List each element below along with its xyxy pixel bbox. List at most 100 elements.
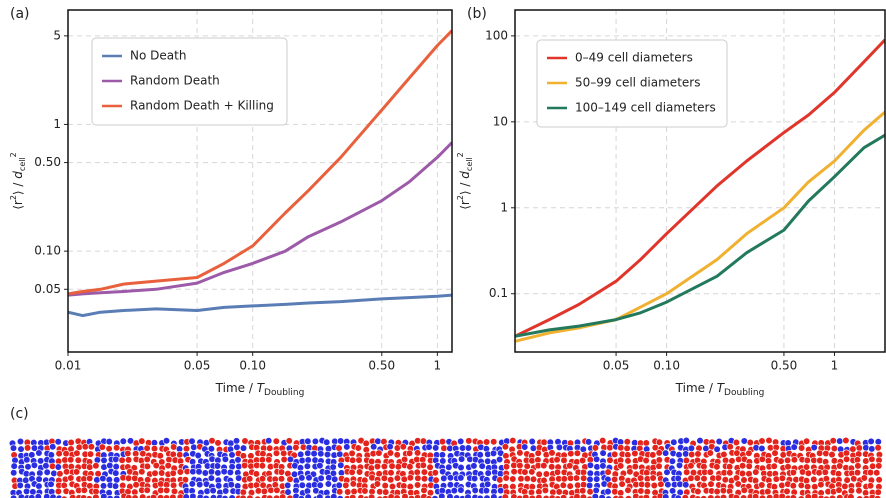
cell (235, 462, 243, 471)
cell (687, 462, 695, 470)
cell (446, 493, 454, 498)
cell (349, 456, 357, 464)
cell (209, 487, 217, 495)
series-line (68, 29, 452, 296)
cell (740, 486, 748, 494)
cell (55, 450, 63, 458)
cell (280, 455, 288, 464)
cell (189, 468, 197, 476)
cell (502, 474, 510, 482)
legend-label: 50–99 cell diameters (575, 76, 700, 90)
cell (624, 495, 633, 498)
x-tick-label: 0.05 (184, 359, 211, 373)
cell (370, 443, 378, 451)
y-label-part: 2 (456, 152, 465, 157)
cell (106, 495, 114, 498)
cell (24, 463, 32, 471)
cell (783, 487, 791, 496)
cell (29, 488, 37, 496)
cell (419, 437, 428, 445)
cell (195, 468, 203, 476)
cell (143, 462, 151, 471)
cell (721, 476, 729, 484)
cell (221, 495, 229, 498)
cell (484, 480, 492, 488)
cell (534, 449, 542, 457)
cell (465, 437, 473, 445)
cell (623, 438, 631, 446)
cell (643, 488, 651, 496)
cell (188, 437, 196, 445)
cell (62, 468, 71, 476)
cell (387, 493, 395, 498)
cell (579, 445, 587, 453)
cell (207, 474, 215, 482)
cell (567, 450, 575, 458)
cell (668, 487, 677, 495)
cell (214, 469, 222, 477)
y-label-part: ⟩ / (11, 179, 25, 195)
cell (732, 438, 741, 447)
cell (855, 450, 863, 458)
cell (655, 456, 663, 464)
cell (585, 481, 594, 490)
cell (642, 439, 650, 447)
cell (510, 468, 518, 476)
cell (304, 456, 312, 464)
cell (528, 468, 536, 476)
cell (853, 469, 862, 477)
cell (862, 495, 870, 498)
cell (811, 492, 819, 498)
cell (125, 494, 133, 498)
cell (803, 483, 812, 491)
x-label-part: T (717, 381, 726, 395)
cell (317, 450, 325, 458)
cell (661, 449, 670, 457)
cell (381, 482, 389, 490)
cell (802, 437, 811, 445)
cell (624, 451, 632, 459)
cell (606, 456, 614, 464)
cell (406, 483, 414, 491)
cell (828, 451, 836, 459)
cell (438, 451, 447, 459)
cell (802, 477, 811, 485)
cell (304, 493, 312, 498)
cell (310, 450, 318, 458)
cell (540, 462, 548, 470)
cell (336, 450, 344, 458)
y-label-part: ⟨r (458, 200, 472, 210)
cell (510, 493, 518, 498)
cell (407, 495, 416, 498)
cell (821, 468, 829, 476)
cell (279, 493, 287, 498)
cell (713, 445, 721, 453)
cell (252, 470, 260, 478)
cell (144, 476, 152, 484)
cell (331, 475, 339, 483)
cell (426, 463, 434, 471)
cell (842, 449, 851, 457)
cell (516, 494, 524, 498)
cell (239, 444, 248, 452)
cell (349, 494, 357, 498)
cell (554, 495, 562, 498)
cell (189, 492, 197, 498)
cell (303, 462, 312, 470)
cell (54, 463, 62, 471)
cell (655, 462, 663, 470)
cell (695, 444, 703, 452)
cell (170, 481, 178, 490)
cell (682, 450, 690, 458)
cell (706, 468, 714, 476)
cell (132, 481, 140, 489)
cell (85, 495, 93, 498)
cell (637, 487, 645, 495)
cell (578, 456, 587, 465)
cell (715, 437, 723, 446)
cell (381, 495, 389, 498)
cell (368, 493, 376, 498)
cell (343, 443, 351, 451)
y-tick-label: 100 (485, 28, 508, 42)
cell (662, 493, 670, 498)
